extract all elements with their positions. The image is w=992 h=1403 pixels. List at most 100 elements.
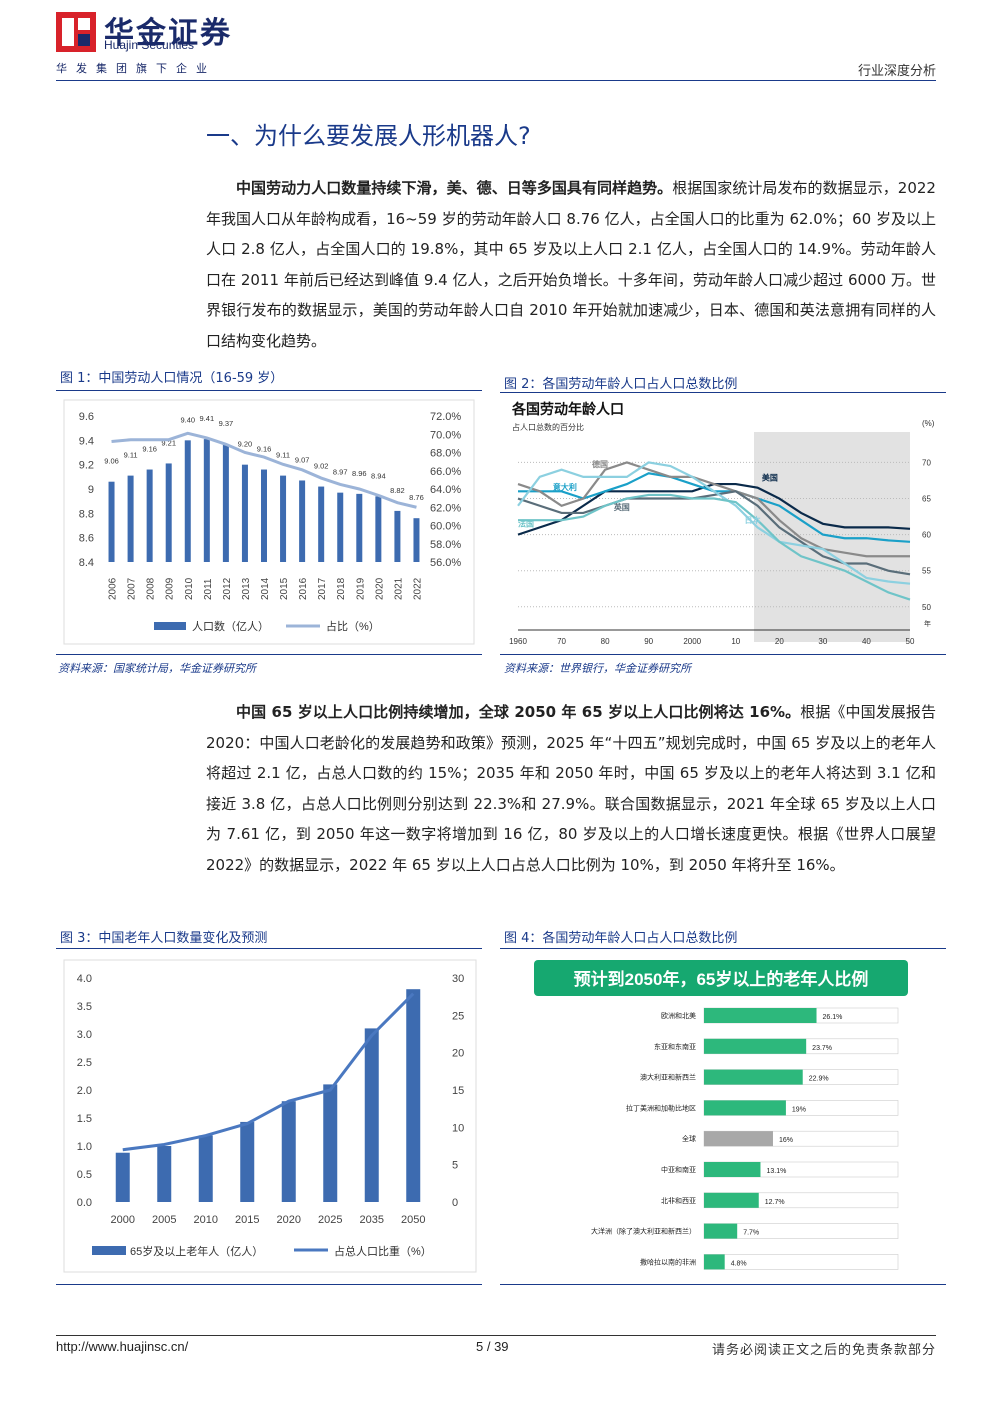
x-tick: 2010 (194, 1214, 218, 1226)
bar-2020 (375, 496, 382, 562)
x-tick: 2005 (152, 1214, 176, 1226)
y-tick: 55 (922, 567, 931, 576)
row-label: 大洋洲（除了澳大利亚和新西兰） (591, 1227, 696, 1236)
data-label-2007: 9.11 (124, 451, 138, 460)
paragraph-1-lead: 中国劳动力人口数量持续下滑，美、德、日等多国具有同样趋势。 (236, 179, 673, 197)
figure-3-top-rule (56, 948, 482, 949)
x-tick: 2020 (374, 577, 385, 600)
page-number: 5 / 39 (476, 1339, 509, 1354)
row-label: 撒哈拉以南的非洲 (640, 1257, 696, 1266)
row-label: 北非和西亚 (661, 1196, 696, 1205)
value-label: 26.1% (823, 1014, 843, 1021)
figure-4-title: 图 4：各国劳动年龄人口占人口总数比例 (504, 931, 738, 946)
y-tick: 3.0 (77, 1029, 92, 1041)
x-tick: 40 (862, 637, 871, 646)
y-unit: (%) (922, 419, 935, 428)
y2-tick: 30 (452, 973, 464, 985)
bar-2012 (222, 443, 229, 562)
y2-tick: 0 (452, 1197, 458, 1209)
series-label-法国: 法国 (518, 519, 534, 529)
x-tick: 2008 (146, 577, 157, 600)
bar-2005 (157, 1146, 172, 1202)
header-divider (56, 80, 936, 81)
y2-tick: 68.0% (430, 448, 461, 460)
bar-2014 (261, 469, 267, 562)
row-label: 东亚和东南亚 (654, 1042, 696, 1051)
x-tick: 1960 (509, 637, 527, 646)
value-label: 7.7% (743, 1230, 759, 1237)
figure-2-title: 图 2：各国劳动年龄人口占人口总数比例 (504, 377, 738, 392)
figure-4-chart: 预计到2050年，65岁以上的老年人比例 欧洲和北美 26.1% 东亚和东南亚 23.… (534, 960, 908, 1270)
x-tick: 2018 (336, 577, 347, 600)
bar-2050 (406, 989, 421, 1202)
paragraph-2-lead: 中国 65 岁以上人口比例持续增加，全球 2050 年 65 岁以上人口比例将达… (236, 703, 801, 721)
y-tick: 9.2 (79, 460, 94, 472)
chart-title: 各国劳动年龄人口 (511, 401, 624, 417)
paragraph-2-body: 根据《中国发展报告 2020：中国人口老龄化的发展趋势和政策》预测，2025 年… (206, 703, 936, 874)
bar-2019 (356, 493, 363, 562)
y-tick: 70 (922, 458, 931, 467)
series-label-德国: 德国 (592, 459, 608, 469)
y-tick: 9 (88, 484, 94, 496)
x-tick: 90 (644, 637, 653, 646)
share-line (111, 431, 417, 509)
figure-2-top-rule (500, 392, 946, 393)
data-label-2022: 8.76 (409, 493, 424, 502)
data-label-2010: 9.40 (180, 415, 195, 424)
figure-3-chart: 4.03.53.02.52.01.51.00.50.0 302520151050… (63, 959, 477, 1273)
bar-全球 (704, 1131, 773, 1147)
bar-澳大利亚和新西兰 (704, 1069, 803, 1085)
chart-title: 预计到2050年，65岁以上的老年人比例 (574, 969, 869, 989)
x-tick: 2007 (127, 577, 138, 600)
x-tick: 2021 (393, 577, 404, 600)
data-label-2017: 9.02 (314, 462, 329, 471)
y-tick: 9.6 (79, 411, 94, 423)
bar-2025 (323, 1084, 338, 1202)
bar-拉丁美洲和加勒比地区 (704, 1100, 786, 1116)
value-label: 13.1% (766, 1168, 786, 1175)
figure-1-title: 图 1：中国劳动人口情况（16-59 岁） (60, 371, 284, 386)
series-label-日本: 日本 (744, 515, 760, 525)
figure-3-bottom-rule (56, 1284, 482, 1285)
row-label: 澳大利亚和新西兰 (640, 1073, 696, 1082)
bar-2010 (184, 440, 191, 562)
footer-url[interactable]: http://www.huajinsc.cn/ (56, 1339, 189, 1354)
y2-tick: 15 (452, 1085, 464, 1097)
data-label-2020: 8.94 (371, 471, 386, 480)
data-label-2013: 9.20 (238, 440, 253, 449)
paragraph-1: 中国劳动力人口数量持续下滑，美、德、日等多国具有同样趋势。根据国家统计局发布的数… (206, 173, 936, 356)
bar-2010 (198, 1135, 213, 1202)
x-tick: 2009 (165, 577, 176, 600)
y-tick: 60 (922, 531, 931, 540)
bar-大洋洲（除了澳大利亚和新西兰） (704, 1223, 738, 1239)
series-line-法国 (518, 493, 911, 601)
row-label: 拉丁美洲和加勒比地区 (626, 1103, 696, 1112)
y-tick: 0.5 (77, 1169, 92, 1181)
y2-tick: 5 (452, 1160, 458, 1172)
x-tick: 2012 (222, 577, 233, 600)
x-tick: 80 (601, 637, 610, 646)
brand-logo (56, 12, 96, 52)
chart-header-banner (534, 960, 908, 996)
x-tick: 2025 (318, 1214, 342, 1226)
row-label: 中亚和南亚 (661, 1165, 696, 1174)
y2-tick: 62.0% (430, 502, 461, 514)
x-tick: 2020 (277, 1214, 301, 1226)
data-label-2011: 9.41 (200, 414, 215, 423)
legend-label-population: 人口数（亿人） (192, 620, 269, 633)
y-tick: 9.4 (79, 435, 94, 447)
legend-swatch-bar (154, 622, 186, 630)
y-tick: 1.5 (77, 1113, 92, 1125)
y-tick: 2.0 (77, 1085, 92, 1097)
x-tick: 2015 (279, 577, 290, 600)
x-tick: 2014 (260, 577, 271, 600)
figure-2-bottom-rule (500, 654, 946, 655)
bar-2020 (281, 1101, 296, 1202)
brand-tagline: 华发集团旗下企业 (56, 62, 216, 75)
legend-label-share: 占总人口比重（%） (334, 1244, 432, 1258)
figure-4-bottom-rule (500, 1284, 946, 1285)
y2-tick: 25 (452, 1010, 464, 1022)
bar-2035 (364, 1028, 379, 1202)
brand-name-en: Huajin Securities (104, 38, 195, 52)
value-label: 12.7% (765, 1199, 785, 1206)
